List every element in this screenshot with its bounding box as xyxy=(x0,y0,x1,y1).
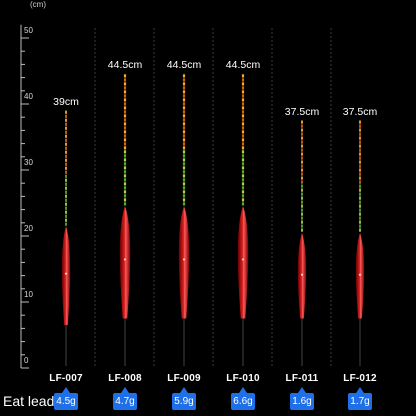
float-model-label: LF-011 xyxy=(285,373,319,384)
scale-unit: (cm) xyxy=(30,0,46,9)
scale-tick-label: 10 xyxy=(24,290,33,299)
float-body-highlight xyxy=(182,258,186,261)
float-model-label: LF-009 xyxy=(167,373,201,384)
float-length-label: 44.5cm xyxy=(107,59,143,72)
lead-weight-badge: 4.5g xyxy=(54,393,78,410)
float-body xyxy=(61,226,71,326)
lead-weight-badge: 1.6g xyxy=(290,393,314,410)
lead-badge-pointer xyxy=(298,387,306,393)
lead-badge-pointer xyxy=(180,387,188,393)
float-model-label: LF-008 xyxy=(108,373,142,384)
float-model-label: LF-010 xyxy=(226,373,260,384)
float-body xyxy=(178,206,190,319)
float-length-label: 44.5cm xyxy=(166,59,202,72)
float-length-label: 37.5cm xyxy=(284,105,320,118)
lead-badge-pointer xyxy=(62,387,70,393)
float-model-label: LF-012 xyxy=(343,373,377,384)
scale-tick-label: 20 xyxy=(24,224,33,233)
lead-weight-badge: 1.7g xyxy=(348,393,372,410)
scale-tick-label: 30 xyxy=(24,158,33,167)
float-length-label: 44.5cm xyxy=(225,59,261,72)
lead-badge-pointer xyxy=(239,387,247,393)
float-length-label: 37.5cm xyxy=(342,105,378,118)
float-body-highlight xyxy=(300,273,304,276)
lead-weight-badge: 4.7g xyxy=(113,393,137,410)
float-model-label: LF-007 xyxy=(49,373,83,384)
lead-badge-pointer xyxy=(121,387,129,393)
float-body-highlight xyxy=(241,258,245,261)
lead-weight-badge: 6.6g xyxy=(231,393,255,410)
float-body xyxy=(119,206,131,319)
lead-weight-badge: 5.9g xyxy=(172,393,196,410)
float-body-highlight xyxy=(64,272,68,275)
scale-tick-label: 0 xyxy=(24,356,29,365)
lead-badge-pointer xyxy=(356,387,364,393)
float-body-highlight xyxy=(358,273,362,276)
eat-lead-label: Eat lead xyxy=(3,393,55,409)
float-body-highlight xyxy=(123,258,127,261)
scale-tick-label: 40 xyxy=(24,92,33,101)
scale-tick-label: 50 xyxy=(24,26,33,35)
float-body xyxy=(237,206,249,319)
float-length-label: 39cm xyxy=(53,95,79,108)
